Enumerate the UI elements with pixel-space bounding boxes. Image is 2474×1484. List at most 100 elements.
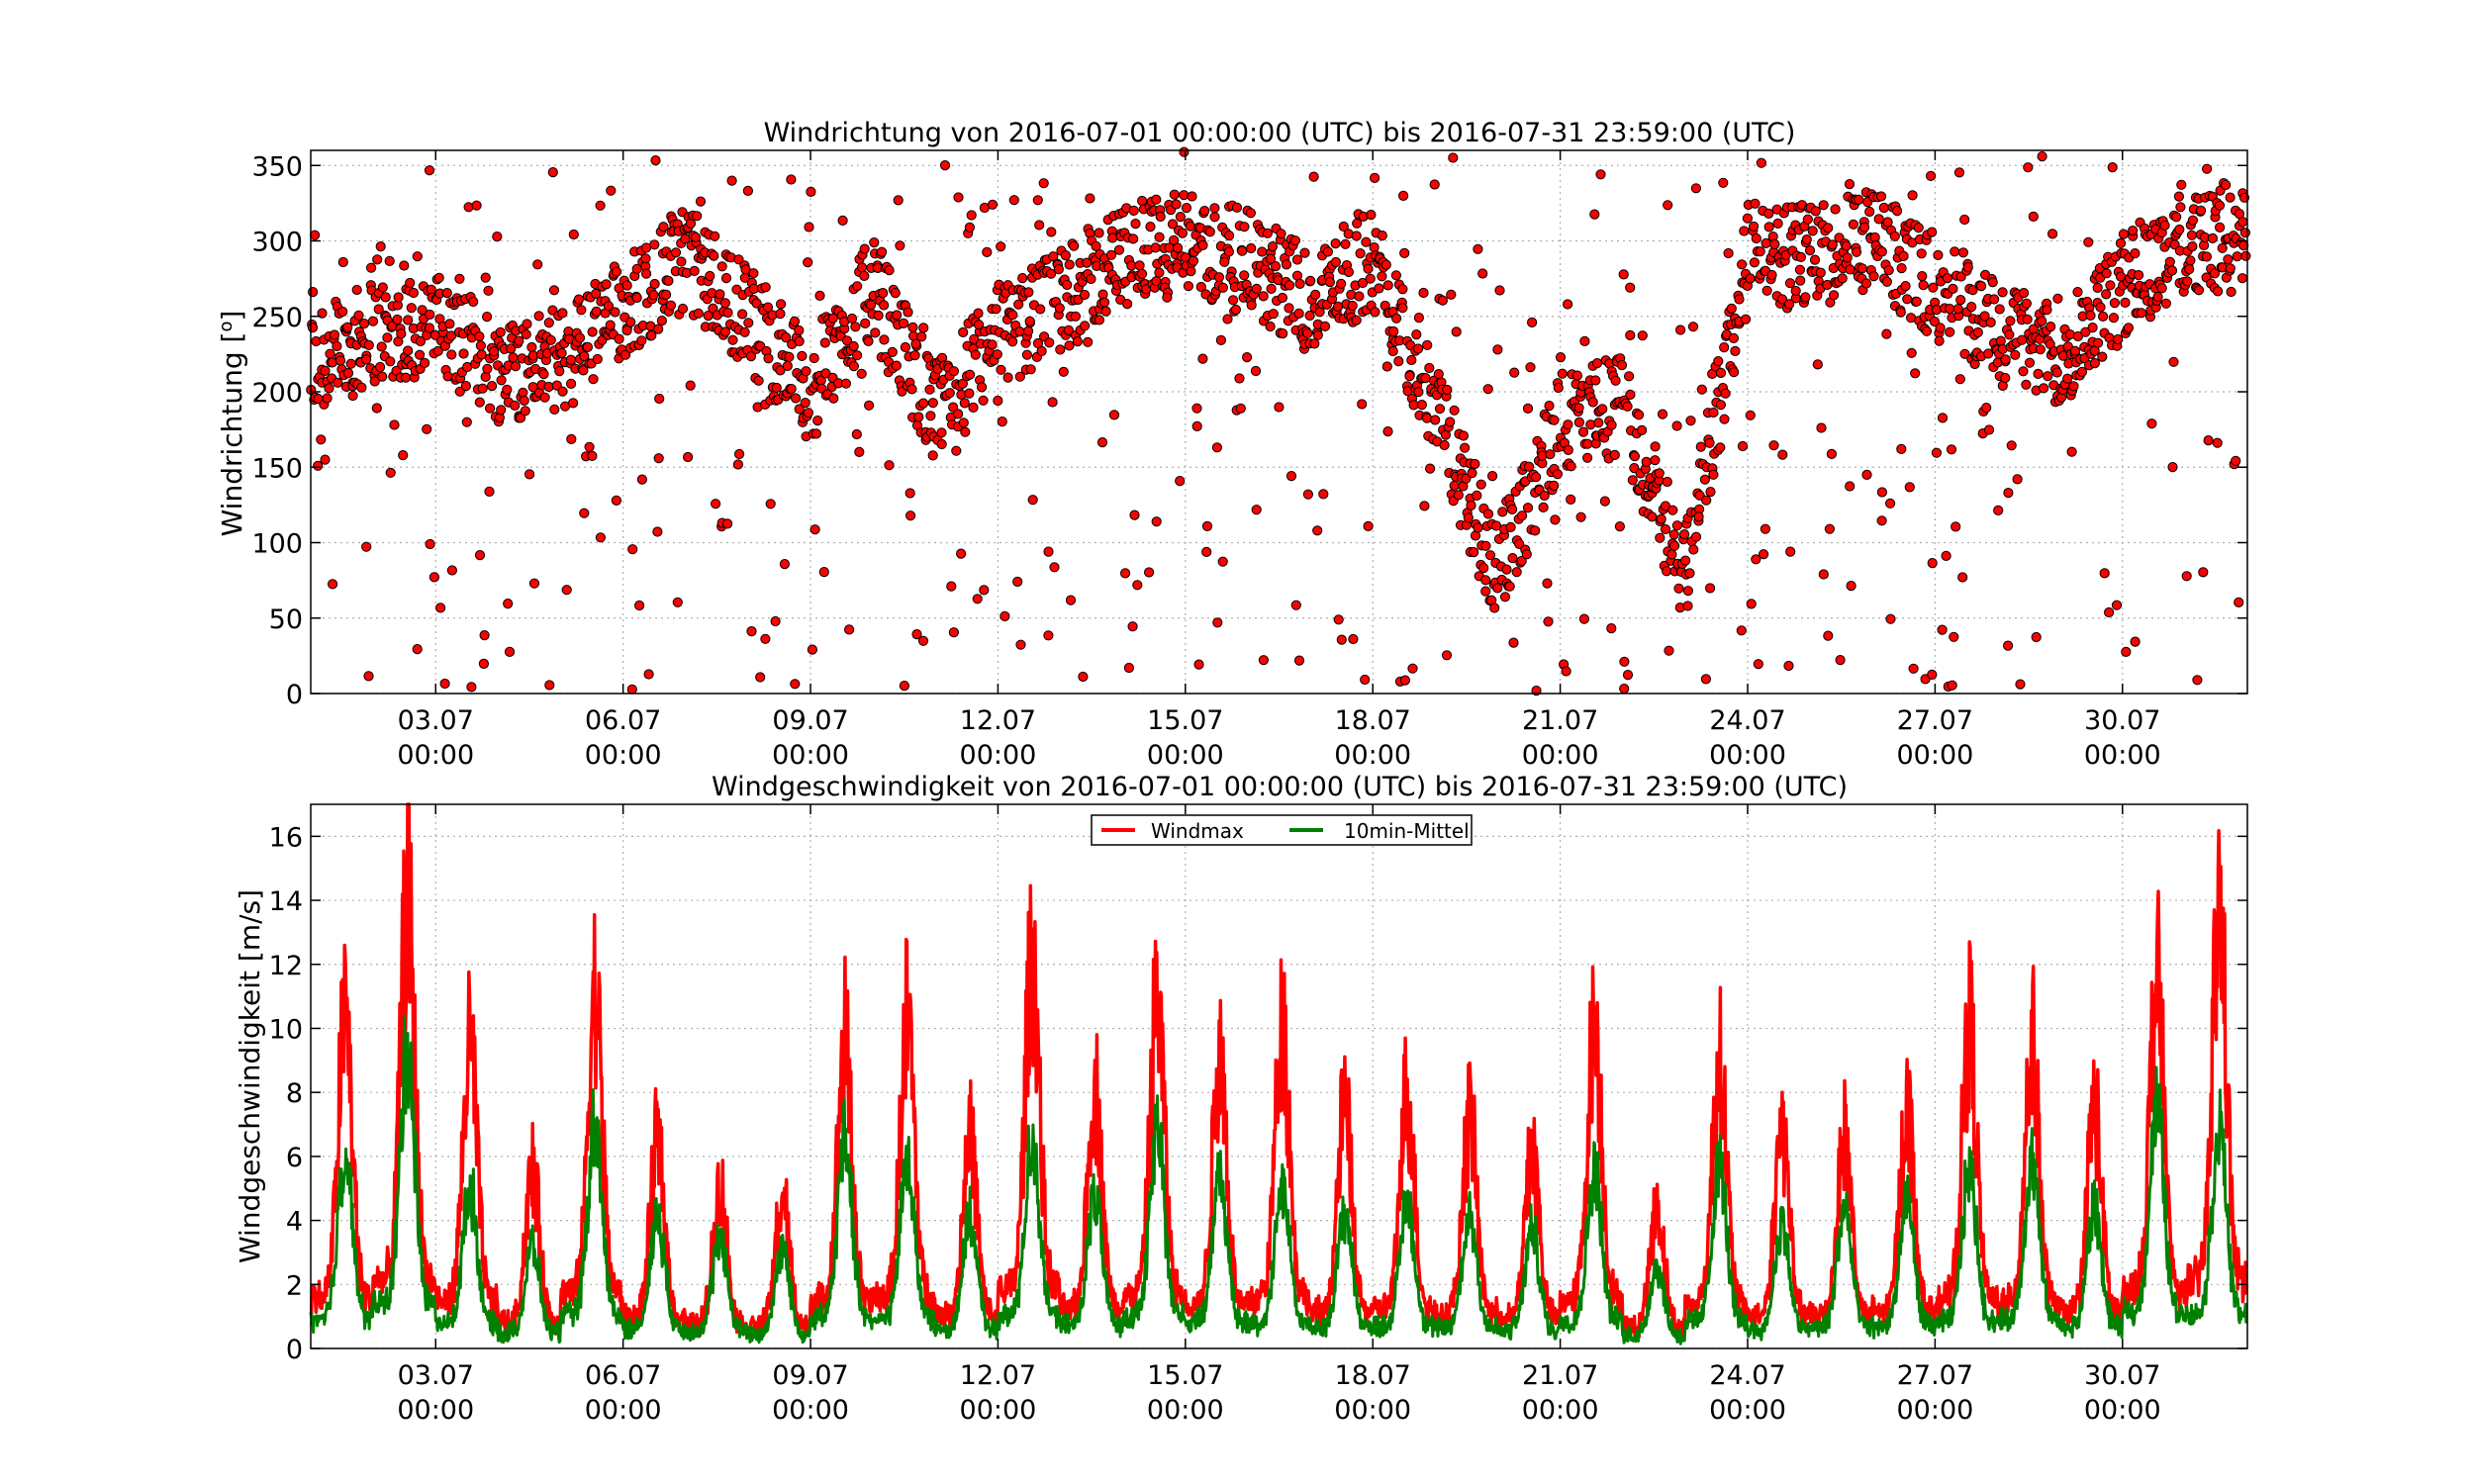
wind-direction-point	[1553, 382, 1564, 394]
wind-direction-point	[1650, 441, 1661, 452]
wind-speed-x-tick-label-date: 21.07	[1522, 1360, 1598, 1391]
wind-direction-point	[2066, 446, 2077, 457]
wind-direction-point	[1981, 403, 1992, 414]
wind-direction-point	[1120, 568, 1131, 579]
wind-direction-point	[1699, 474, 1711, 485]
wind-direction-y-tick-label: 150	[251, 453, 303, 484]
wind-direction-point	[1942, 273, 1953, 284]
wind-direction-point	[385, 356, 396, 367]
wind-direction-point	[1906, 347, 1917, 358]
wind-direction-point	[1876, 487, 1888, 498]
wind-direction-point	[1482, 509, 1494, 519]
wind-direction-point	[782, 360, 793, 371]
wind-speed-x-tick-label-time: 00:00	[397, 1395, 474, 1426]
wind-direction-point	[636, 335, 647, 346]
wind-direction-point	[1186, 266, 1196, 277]
wind-direction-point	[1370, 172, 1380, 183]
wind-direction-point	[574, 332, 586, 343]
wind-direction-point	[1151, 516, 1162, 527]
wind-direction-point	[1542, 578, 1553, 589]
wind-direction-point	[1734, 294, 1745, 305]
wind-direction-point	[1191, 403, 1202, 414]
wind-direction-point	[1619, 684, 1630, 695]
wind-direction-point	[1801, 234, 1812, 245]
wind-direction-point	[1480, 540, 1491, 551]
wind-direction-point	[804, 222, 814, 232]
wind-direction-point	[1430, 415, 1441, 425]
wind-direction-point	[412, 644, 423, 655]
wind-direction-point	[1895, 307, 1906, 318]
wind-direction-point	[1816, 422, 1827, 433]
wind-direction-point	[393, 292, 404, 303]
wind-direction-point	[987, 339, 998, 350]
wind-direction-point	[1928, 282, 1939, 293]
wind-direction-point	[770, 615, 781, 627]
wind-direction-point	[1128, 205, 1139, 216]
wind-speed-x-tick-label-date: 06.07	[585, 1360, 661, 1391]
wind-direction-point	[1473, 522, 1483, 533]
wind-direction-point	[828, 393, 839, 404]
wind-direction-point	[1322, 246, 1334, 257]
wind-direction-point	[1841, 240, 1852, 251]
wind-direction-point	[965, 369, 976, 380]
wind-direction-point	[1566, 494, 1576, 505]
wind-direction-point	[911, 629, 922, 640]
wind-direction-point	[1619, 656, 1630, 667]
wind-direction-point	[1418, 287, 1429, 299]
wind-direction-point	[1829, 290, 1840, 301]
wind-direction-point	[1391, 313, 1402, 324]
wind-direction-point	[2083, 236, 2094, 247]
wind-direction-point	[2121, 646, 2132, 658]
wind-direction-point	[1708, 407, 1719, 418]
wind-direction-point	[2226, 286, 2236, 298]
wind-direction-point	[1587, 397, 1598, 408]
wind-direction-point	[1043, 546, 1054, 557]
wind-direction-point	[1312, 525, 1323, 536]
wind-direction-point	[1763, 208, 1774, 219]
wind-direction-point	[1934, 335, 1945, 346]
wind-speed-y-axis-label: Windgeschwindigkeit [m/s]	[234, 889, 266, 1263]
wind-direction-point	[720, 273, 732, 284]
wind-direction-point	[1590, 375, 1601, 386]
wind-direction-point	[308, 287, 319, 298]
wind-direction-point	[2085, 310, 2096, 321]
wind-direction-point	[917, 635, 929, 646]
wind-direction-point	[869, 237, 880, 248]
wind-direction-point	[907, 322, 918, 332]
wind-direction-point	[957, 378, 969, 389]
wind-direction-point	[403, 315, 414, 325]
wind-direction-x-tick-label-time: 00:00	[1709, 740, 1786, 771]
wind-direction-point	[1024, 316, 1035, 326]
wind-direction-point	[918, 398, 929, 409]
wind-direction-point	[1460, 442, 1471, 453]
wind-direction-point	[2214, 200, 2226, 211]
wind-direction-point	[482, 312, 493, 323]
wind-direction-point	[2069, 345, 2081, 356]
wind-direction-point	[1318, 489, 1329, 500]
wind-speed-y-tick-label: 4	[286, 1207, 303, 1238]
wind-direction-point	[1769, 238, 1780, 250]
wind-direction-point	[1380, 259, 1391, 270]
wind-direction-x-tick-label-time: 00:00	[772, 740, 849, 771]
wind-direction-point	[2021, 298, 2033, 309]
wind-direction-point	[1522, 503, 1534, 513]
wind-direction-point	[1122, 299, 1133, 310]
wind-direction-point	[1967, 285, 1978, 296]
wind-direction-point	[1951, 521, 1961, 532]
wind-direction-point	[2192, 675, 2203, 686]
wind-direction-point	[474, 397, 485, 408]
wind-direction-point	[1228, 295, 1239, 306]
wind-direction-point	[2181, 571, 2192, 582]
wind-direction-point	[1330, 256, 1342, 268]
wind-direction-point	[1175, 212, 1187, 223]
wind-direction-point	[1268, 309, 1279, 320]
wind-direction-point	[471, 200, 482, 211]
wind-direction-point	[1856, 263, 1867, 274]
wind-direction-point	[2198, 567, 2209, 578]
wind-direction-point	[1469, 547, 1479, 558]
wind-direction-point	[1511, 567, 1522, 578]
wind-direction-point	[1896, 263, 1907, 274]
wind-direction-point	[1413, 313, 1425, 324]
wind-direction-point	[958, 417, 969, 428]
wind-direction-point	[333, 377, 343, 388]
